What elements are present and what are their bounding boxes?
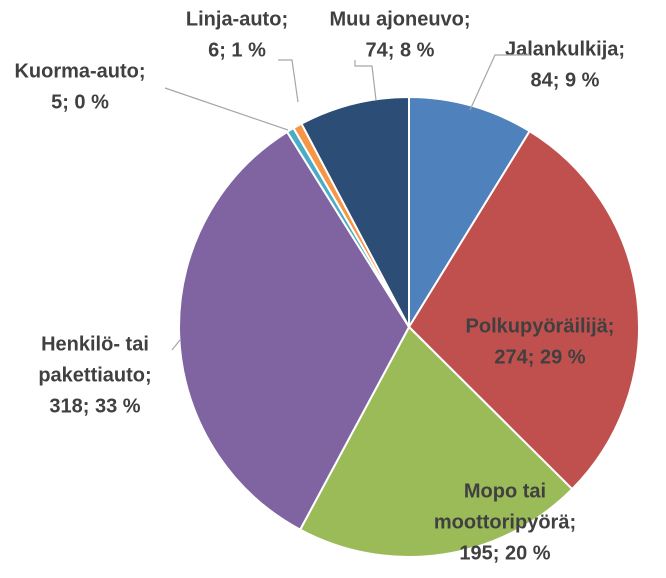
data-label: 195; 20 % <box>459 542 550 564</box>
slice-label: Linja-auto; <box>186 8 288 30</box>
pie-slice <box>298 325 574 558</box>
data-label: 84; 9 % <box>531 69 600 91</box>
leader-line <box>469 54 530 111</box>
data-label: 274; 29 % <box>494 346 585 368</box>
slice-label: Muu ajoneuvo; <box>329 8 470 30</box>
leaders <box>164 54 530 351</box>
slice-label: Polkupyöräilijä; <box>466 315 615 337</box>
pie-slice <box>407 129 640 491</box>
leader-line <box>164 87 289 131</box>
leader-line <box>354 60 377 101</box>
leader-line <box>171 339 181 351</box>
slice-label: Jalankulkija; <box>505 38 625 60</box>
pie-slice <box>300 95 410 328</box>
slice-label: moottoripyörä; <box>434 511 576 533</box>
data-label: 318; 33 % <box>49 395 140 417</box>
leader-line <box>278 59 299 103</box>
slice-label: Mopo tai <box>464 480 546 502</box>
slice-label: pakettiauto; <box>38 364 151 386</box>
slices <box>178 95 640 558</box>
data-label: 5; 0 % <box>51 91 109 113</box>
data-label: 6; 1 % <box>208 39 266 61</box>
pie-slice <box>178 130 411 531</box>
slice-label: Kuorma-auto; <box>14 60 145 82</box>
slice-label: Henkilö- tai <box>41 333 149 355</box>
data-label: 74; 8 % <box>366 39 435 61</box>
